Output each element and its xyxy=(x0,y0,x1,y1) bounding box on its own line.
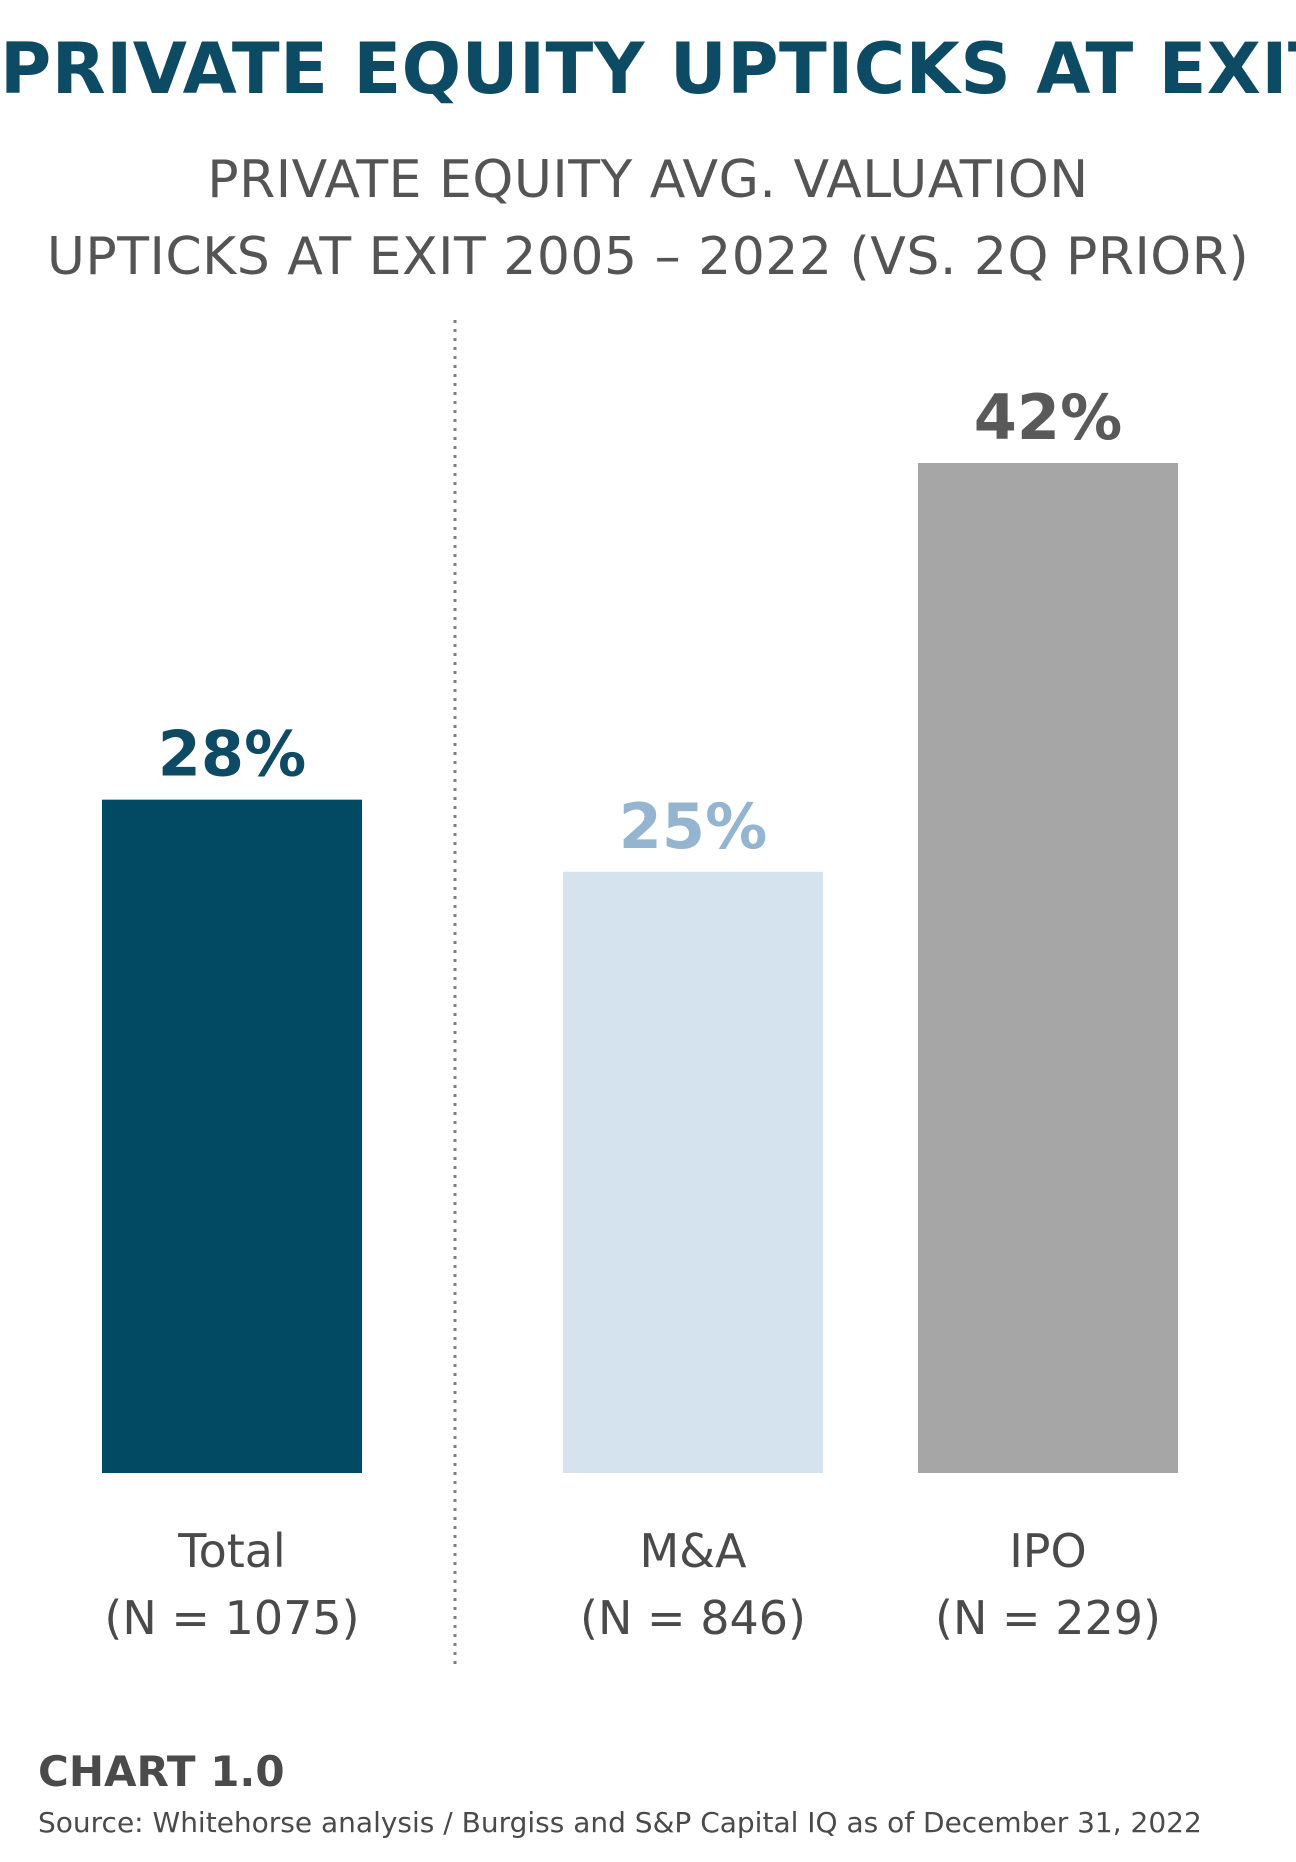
chart-number-label: CHART 1.0 xyxy=(38,1747,285,1796)
category-label-m-a: M&A xyxy=(639,1524,747,1578)
bar-ipo xyxy=(918,463,1178,1473)
source-note: Source: Whitehorse analysis / Burgiss an… xyxy=(38,1806,1202,1839)
value-label-ipo: 42% xyxy=(974,381,1122,454)
value-label-total: 28% xyxy=(158,718,306,791)
category-label-total: Total xyxy=(177,1524,285,1578)
chart-subtitle-line-2: UPTICKS AT EXIT 2005 – 2022 (VS. 2Q PRIO… xyxy=(46,227,1250,287)
bar-m-a xyxy=(563,871,823,1473)
value-label-m-a: 25% xyxy=(619,790,767,863)
chart-subtitle-line-1: PRIVATE EQUITY AVG. VALUATION xyxy=(207,150,1089,210)
chart-title: PRIVATE EQUITY UPTICKS AT EXIT xyxy=(0,28,1296,110)
category-sublabel-total: (N = 1075) xyxy=(104,1591,359,1645)
category-label-ipo: IPO xyxy=(1009,1524,1087,1578)
bar-chart: 28% Total (N = 1075) 25% M&A (N = 846) 42% IPO (… xyxy=(102,320,1178,1670)
bar-total xyxy=(102,799,362,1473)
category-sublabel-ipo: (N = 229) xyxy=(935,1591,1161,1645)
category-sublabel-m-a: (N = 846) xyxy=(580,1591,806,1645)
